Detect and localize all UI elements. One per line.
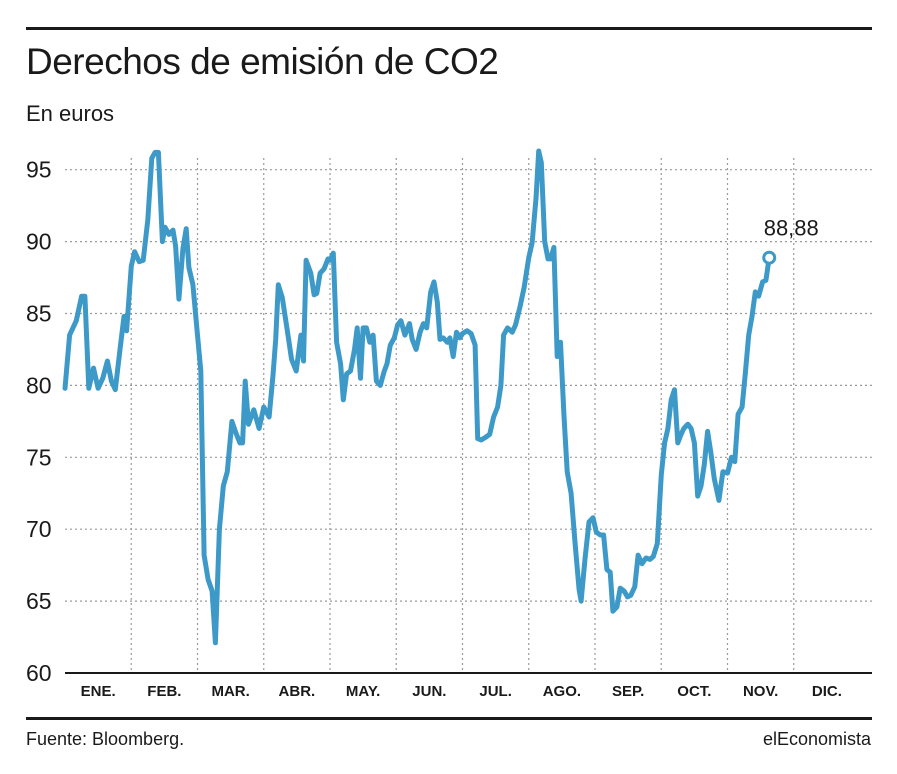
footer-rule xyxy=(26,717,872,720)
series-line xyxy=(62,148,772,646)
y-tick-label-85: 85 xyxy=(26,301,52,327)
y-tick-label-95: 95 xyxy=(26,157,52,183)
x-tick-label-12: DIC. xyxy=(812,683,842,700)
x-tick-label-9: SEP. xyxy=(612,683,644,700)
y-tick-label-75: 75 xyxy=(26,444,52,470)
x-tick-label-11: NOV. xyxy=(743,683,778,700)
x-tick-label-4: ABR. xyxy=(279,683,316,700)
series-group xyxy=(62,148,772,646)
top-rule xyxy=(26,27,872,30)
source-note: Fuente: Bloomberg. xyxy=(26,729,185,749)
x-tick-label-7: JUL. xyxy=(479,683,512,700)
y-tick-label-90: 90 xyxy=(26,229,52,255)
x-axis-labels: ENE. FEB. MAR. ABR. MAY. JUN. JUL. AGO. SEP. OCT.… xyxy=(81,683,842,700)
x-tick-label-1: ENE. xyxy=(81,683,116,700)
x-tick-label-6: JUN. xyxy=(412,683,446,700)
x-tick-label-3: MAR. xyxy=(211,683,249,700)
brand-logo-text: elEconomista xyxy=(762,729,871,749)
y-tick-label-65: 65 xyxy=(26,588,52,614)
x-tick-label-5: MAY. xyxy=(346,683,380,700)
chart-subtitle: En euros xyxy=(26,101,115,126)
chart-grid xyxy=(65,158,872,673)
annotation-group: 88,88 xyxy=(762,216,819,265)
x-tick-label-10: OCT. xyxy=(677,683,711,700)
y-tick-label-80: 80 xyxy=(26,372,52,398)
y-tick-label-60: 60 xyxy=(26,660,52,686)
chart-title: Derechos de emisión de CO2 xyxy=(26,41,499,82)
x-tick-label-8: AGO. xyxy=(543,683,581,700)
y-tick-label-70: 70 xyxy=(26,516,52,542)
last-point-marker xyxy=(762,250,777,265)
x-tick-label-2: FEB. xyxy=(147,683,181,700)
last-value-label: 88,88 xyxy=(764,216,819,241)
y-axis-labels: 60 65 70 75 80 85 90 95 xyxy=(26,157,52,686)
